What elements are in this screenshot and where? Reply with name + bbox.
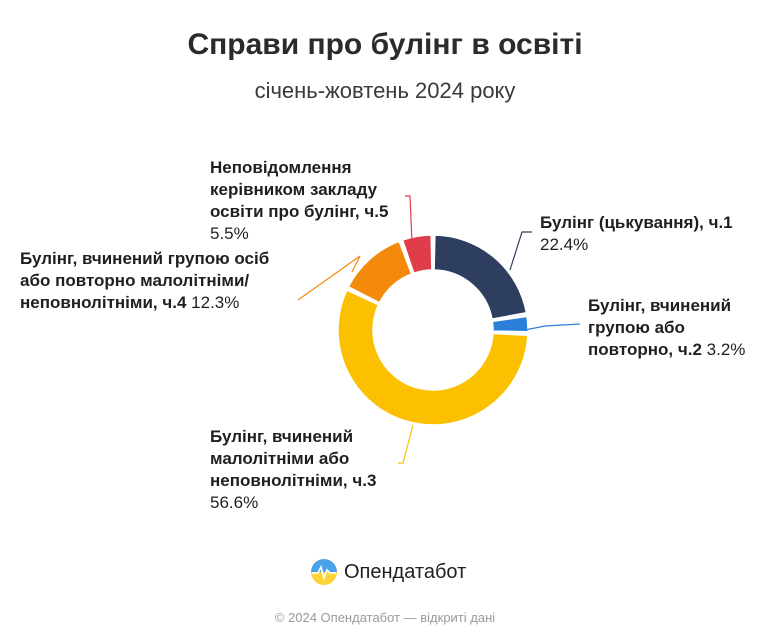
slice-value-1: 22.4% xyxy=(540,235,589,254)
leader-line-1 xyxy=(509,231,532,271)
donut-slice-4 xyxy=(347,240,413,304)
slice-label-text-3: Булінг, вчинений малолітніми або неповно… xyxy=(210,427,377,490)
donut-slice-1 xyxy=(433,234,528,320)
slice-label-2: Булінг, вчинений групою або повторно, ч.… xyxy=(588,295,763,361)
slice-value-5: 5.5% xyxy=(210,224,249,243)
slice-label-1: Булінг (цькування), ч.1 22.4% xyxy=(540,212,740,256)
slice-value-3: 56.6% xyxy=(210,493,259,512)
slice-label-4: Булінг, вчинений групою осіб або повторн… xyxy=(20,248,295,314)
slice-label-text-5: Неповідомлення керівником закладу освіти… xyxy=(210,158,389,221)
slice-label-text-4: Булінг, вчинений групою осіб або повторн… xyxy=(20,249,270,312)
opendatabot-logo-icon xyxy=(311,559,337,585)
leader-line-2 xyxy=(524,323,581,331)
donut-slice-2 xyxy=(491,315,529,333)
leader-line-5 xyxy=(405,195,413,243)
chart-title: Справи про булінг в освіті xyxy=(187,28,583,61)
leader-line-3 xyxy=(398,424,414,464)
slice-label-text-2: Булінг, вчинений групою або повторно, ч.… xyxy=(588,296,732,359)
slice-value-4: 12.3% xyxy=(191,293,240,312)
slice-label-text-1: Булінг (цькування), ч.1 xyxy=(540,213,733,232)
slice-label-3: Булінг, вчинений малолітніми або неповно… xyxy=(210,426,410,514)
footer-credit: © 2024 Опендатабот — відкриті дані xyxy=(274,610,496,625)
brand-name: Опендатабот xyxy=(344,560,467,583)
slice-value-2: 3.2% xyxy=(706,340,746,359)
slice-label-5: Неповідомлення керівником закладу освіти… xyxy=(210,157,390,245)
donut-slice-3 xyxy=(337,289,529,426)
leader-line-4 xyxy=(297,255,361,301)
chart-subtitle: січень-жовтень 2024 року xyxy=(254,78,516,103)
brand-logo: Опендатабот xyxy=(310,558,466,586)
